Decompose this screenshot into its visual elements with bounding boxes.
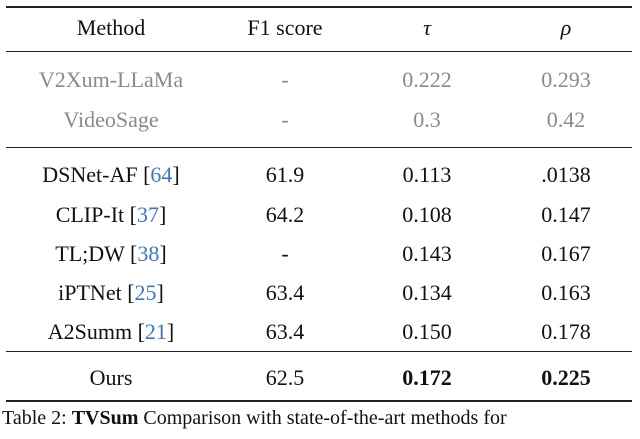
header-tau: τ — [423, 15, 431, 40]
header-method: Method — [76, 15, 146, 40]
caption-dataset: TVSum — [71, 407, 139, 429]
tau-cell: 0.172 — [402, 365, 452, 390]
tau-cell: 0.150 — [402, 319, 452, 344]
caption-prefix: Table 2: — [2, 407, 67, 429]
method-cell: V2Xum-LLaMa — [38, 67, 184, 92]
table-row: A2Summ [21] 63.4 0.150 0.178 — [6, 312, 632, 352]
rho-cell: 0.147 — [541, 202, 591, 227]
method-cell: CLIP-It [37] — [55, 202, 167, 227]
top-rule — [6, 6, 632, 8]
citation-link[interactable]: 25 — [134, 280, 157, 305]
header-row: Method F1 score τ ρ — [6, 8, 632, 48]
tau-cell: 0.143 — [402, 241, 452, 266]
citation-link[interactable]: 38 — [137, 241, 160, 266]
table-caption: Table 2: TVSum Comparison with state-of-… — [2, 406, 640, 430]
rho-cell: 0.167 — [541, 241, 591, 266]
header-rho: ρ — [560, 15, 572, 40]
tau-cell: 0.113 — [402, 162, 452, 187]
method-name: TL;DW — [55, 241, 125, 266]
bottom-rule — [6, 400, 632, 402]
rho-cell: 0.293 — [541, 67, 591, 92]
citation-link[interactable]: 64 — [150, 162, 173, 187]
rho-cell: 0.163 — [541, 280, 591, 305]
f1-cell: - — [281, 67, 289, 92]
rho-cell: 0.178 — [541, 319, 591, 344]
group-rule — [6, 147, 632, 148]
tau-cell: 0.222 — [402, 67, 452, 92]
header-rule — [6, 51, 632, 52]
method-cell: Ours — [89, 365, 133, 390]
tau-cell: 0.108 — [402, 202, 452, 227]
f1-cell: 64.2 — [265, 202, 305, 227]
table-row: DSNet-AF [64] 61.9 0.113 .0138 — [6, 155, 632, 195]
rho-cell: 0.42 — [546, 107, 586, 132]
rho-cell: 0.225 — [541, 365, 591, 390]
method-cell: DSNet-AF [64] — [42, 162, 180, 187]
method-cell: TL;DW [38] — [55, 241, 167, 266]
table-row-ours: Ours 62.5 0.172 0.225 — [6, 358, 632, 398]
method-name: iPTNet — [58, 280, 122, 305]
header-f1: F1 score — [247, 15, 323, 40]
f1-cell: 61.9 — [265, 162, 305, 187]
table-row: iPTNet [25] 63.4 0.134 0.163 — [6, 273, 632, 313]
method-name: A2Summ — [47, 319, 133, 344]
f1-cell: - — [281, 241, 289, 266]
f1-cell: - — [281, 107, 289, 132]
method-name: DSNet-AF — [42, 162, 138, 187]
f1-cell: 63.4 — [265, 280, 305, 305]
method-cell: VideoSage — [63, 107, 159, 132]
table-row: V2Xum-LLaMa - 0.222 0.293 — [6, 60, 632, 100]
tau-cell: 0.134 — [402, 280, 452, 305]
citation-link[interactable]: 37 — [136, 202, 159, 227]
tau-cell: 0.3 — [413, 107, 441, 132]
method-cell: A2Summ [21] — [47, 319, 175, 344]
caption-text: Comparison with state-of-the-art methods… — [143, 407, 507, 429]
table-row: TL;DW [38] - 0.143 0.167 — [6, 234, 632, 274]
rho-cell: .0138 — [541, 162, 591, 187]
group-rule — [6, 351, 632, 352]
citation-link[interactable]: 21 — [144, 319, 167, 344]
table-row: VideoSage - 0.3 0.42 — [6, 100, 632, 140]
table-row: CLIP-It [37] 64.2 0.108 0.147 — [6, 195, 632, 235]
f1-cell: 63.4 — [265, 319, 305, 344]
f1-cell: 62.5 — [265, 365, 305, 390]
method-name: CLIP-It — [55, 202, 125, 227]
method-cell: iPTNet [25] — [58, 280, 164, 305]
